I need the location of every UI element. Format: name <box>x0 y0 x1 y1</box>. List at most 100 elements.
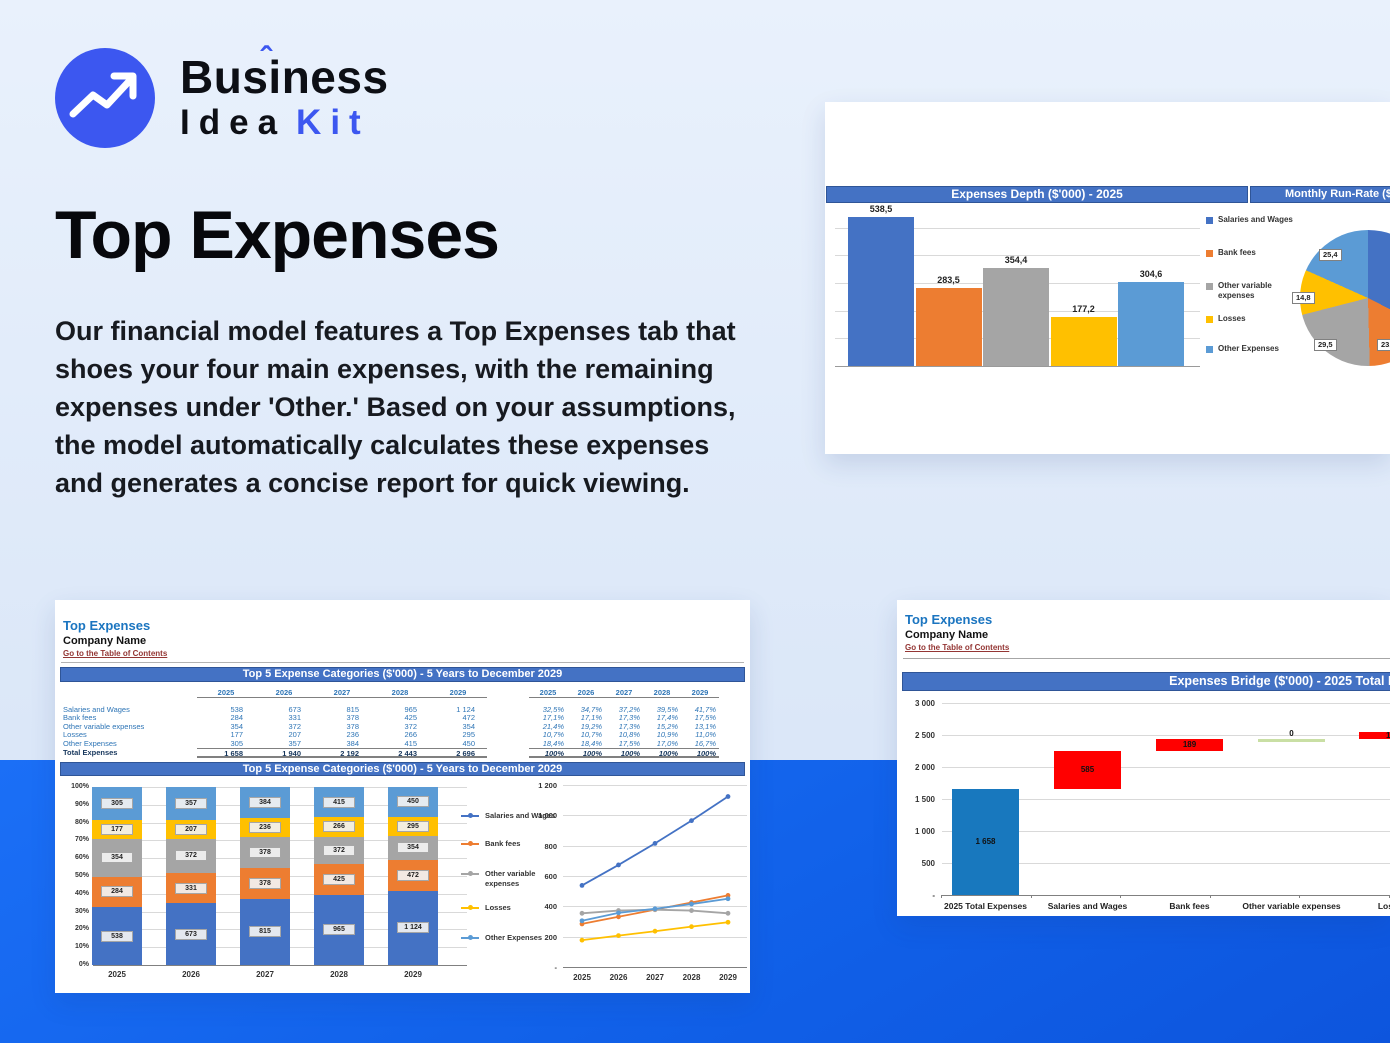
cell: 39,5% <box>656 705 678 714</box>
axis-label: 60% <box>74 854 89 862</box>
cell: 17,5% <box>618 738 640 748</box>
legend-label: Other Expenses <box>485 933 543 942</box>
cell: 378 <box>346 713 359 723</box>
table-row: Losses 177 207 236 266 295 10,7% 10,7% 10,8% 10,9… <box>63 731 723 739</box>
segment-label: 450 <box>397 796 429 808</box>
pie-label: 29,5 <box>1314 339 1337 351</box>
legend-marker-dot <box>468 871 473 876</box>
cell: 18,4% <box>542 738 564 748</box>
segment-label: 372 <box>175 850 207 862</box>
cell: 100% <box>620 749 640 758</box>
segment-label: 207 <box>175 823 207 835</box>
axis-label: 2029 <box>404 970 422 979</box>
segment-label: 354 <box>397 842 429 854</box>
page-description: Our financial model features a Top Expen… <box>55 316 736 498</box>
grid-line <box>563 845 747 847</box>
top5-categories-panel: Top Expenses Company Name Go to the Tabl… <box>55 600 750 993</box>
divider <box>903 658 1390 659</box>
axis-tick <box>1120 895 1122 898</box>
legend-label: Losses <box>1218 314 1246 323</box>
legend-marker-dot <box>468 841 473 846</box>
axis-label: 200 <box>544 932 557 942</box>
legend-marker-dot <box>468 813 473 818</box>
logo-mark <box>55 48 155 148</box>
waterfall-bar <box>1054 751 1121 789</box>
bar <box>848 217 914 366</box>
legend-label: Other Expenses <box>1218 344 1279 353</box>
legend-item: Other Expenses <box>1206 344 1298 364</box>
axis-label: 2028 <box>682 973 701 982</box>
pcts-group: 21,4% 19,2% 17,3% 15,2% 13,1% <box>529 722 719 731</box>
bar <box>983 267 1049 366</box>
cell: 384 <box>346 738 359 748</box>
pcts-group: 18,4% 18,4% 17,5% 17,0% 16,7% <box>529 738 719 748</box>
values-group: 2025 2026 2027 2028 2029 <box>197 688 487 698</box>
axis-label: Salaries and Wages <box>1047 901 1128 911</box>
growth-arrow-icon <box>69 72 137 118</box>
cell: 17,3% <box>618 713 640 723</box>
value-label: 283,5 <box>937 274 960 285</box>
segment-label: 266 <box>323 821 355 833</box>
cell: 354 <box>230 721 243 731</box>
cell: 1 124 <box>456 705 475 714</box>
axis-label: - <box>554 963 558 972</box>
legend-swatch <box>1206 283 1213 290</box>
expense-table: 2025 2026 2027 2028 2029 2025 2026 2027 2028 2029… <box>63 688 723 760</box>
axis-label: 2025 <box>108 970 126 979</box>
segment-label: 295 <box>397 820 429 832</box>
axis-label: 50% <box>74 872 89 879</box>
table-row: Other variable expenses 354 372 378 372 354 21… <box>63 721 723 731</box>
cell: 17,5% <box>694 713 716 723</box>
pcts-group: 32,5% 34,7% 37,2% 39,5% 41,7% <box>529 706 719 714</box>
cell: 207 <box>288 730 301 740</box>
legend-item: Salaries and Wages <box>461 811 557 833</box>
axis-label: 30% <box>74 907 89 915</box>
cell: 16,7% <box>694 738 716 748</box>
grid-line <box>942 831 1390 832</box>
cell: 10,7% <box>580 730 602 740</box>
cell: 2 192 <box>340 749 359 758</box>
cell: 17,1% <box>580 713 602 723</box>
legend-label: Other variable expenses <box>485 869 536 888</box>
cell: 305 <box>230 738 243 748</box>
table-of-contents-link[interactable]: Go to the Table of Contents <box>63 649 168 658</box>
cell: 2025 <box>539 688 557 697</box>
segment-label: 384 <box>249 797 281 809</box>
value-label: 304,6 <box>1139 268 1163 279</box>
pie-label: 25,4 <box>1319 249 1342 261</box>
axis-label: 2027 <box>646 973 664 982</box>
axis-label: Bank fees <box>1169 901 1210 911</box>
cell: 357 <box>288 738 301 748</box>
table-row: Bank fees 284 331 378 425 472 17,1% 17,1% 17,3% 1… <box>63 714 723 722</box>
legend-marker-dot <box>468 935 473 940</box>
cell: 815 <box>346 705 359 714</box>
axis-label: 40% <box>74 889 89 897</box>
table-of-contents-link[interactable]: Go to the Table of Contents <box>905 643 1010 652</box>
cell: 2025 <box>217 688 235 697</box>
axis-label: 2025 <box>573 973 591 982</box>
table-row: Salaries and Wages 538 673 815 965 1 124 32,5%… <box>63 706 723 714</box>
logo-text-idea: Idea <box>180 103 287 142</box>
legend-item: Losses <box>1206 314 1298 334</box>
axis-label: 20% <box>74 925 89 933</box>
logo-wordmark-bottom: Idea Kit <box>180 102 389 144</box>
value-label: 177,2 <box>1072 303 1095 314</box>
axis-label: 800 <box>544 841 557 851</box>
cell: 17,4% <box>656 713 678 723</box>
logo-wordmark: Busi ˆ ness Idea Kit <box>180 41 389 144</box>
cell: 1 658 <box>224 749 243 758</box>
axis-label: 600 <box>544 872 557 881</box>
page-title: Top Expenses <box>55 197 500 273</box>
grid-line <box>563 967 747 968</box>
grid-line <box>93 965 467 966</box>
cell: 415 <box>404 738 417 748</box>
cell: 2026 <box>275 688 293 697</box>
segment-label: 538 <box>101 930 133 942</box>
cell: 18,4% <box>580 738 602 748</box>
legend-item: Losses <box>461 903 557 925</box>
logo-text-ness: ness <box>281 51 389 103</box>
cell: 425 <box>404 713 417 723</box>
bridge-chart-title-bar: Expenses Bridge ($'000) - 2025 Total Exp… <box>902 672 1390 691</box>
cell: 2 443 <box>398 749 417 758</box>
sheet-title: Top Expenses <box>63 618 151 633</box>
